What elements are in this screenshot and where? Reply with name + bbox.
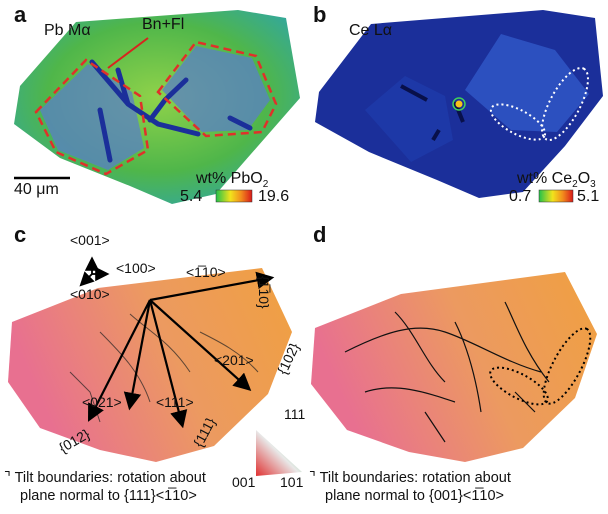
colorbar-title-a: wt% PbO2 — [196, 170, 269, 191]
panel-letter-c: c — [14, 222, 27, 247]
colorbar-b — [538, 189, 574, 203]
colorbar-max-a: 19.6 — [258, 188, 290, 205]
callout-label: Bn+Fl — [142, 16, 185, 33]
panel-a: a Pb Mα Bn+Fl 40 μm wt% PbO2 5.4 19.6 — [0, 0, 305, 220]
caption-c-line1: ⌝ Tilt boundaries: rotation about — [4, 470, 206, 486]
ipf-key-001: 001 — [232, 474, 256, 490]
dashed-outline-left — [34, 58, 150, 176]
element-label-b: Ce Lα — [349, 22, 393, 39]
ipf-key-101: 101 — [280, 474, 304, 490]
ebsd-grain-c — [8, 268, 292, 462]
panel-b-map — [315, 10, 603, 203]
colorbar-min-b: 0.7 — [509, 188, 532, 205]
caption-c-line2: plane normal to {111}<1̅10> — [20, 488, 197, 504]
axis-label-010: <010> — [70, 286, 110, 302]
caption-d-line1: ⌝ Tilt boundaries: rotation about — [309, 470, 511, 486]
dashed-outline-right — [156, 40, 278, 138]
colorbar-min-a: 5.4 — [180, 188, 203, 205]
scale-bar-label: 40 μm — [14, 181, 59, 198]
callout-arrow — [107, 37, 149, 69]
panel-b: b Ce Lα wt% Ce2O3 0.7 5.1 — [305, 0, 608, 220]
ce-rich-region — [465, 34, 589, 132]
hotspot — [455, 100, 463, 108]
direction-arrows — [88, 271, 275, 429]
dir-label-111: <111> — [156, 394, 194, 410]
dotted-ellipse-2 — [541, 66, 589, 142]
dir-label-1m10: <1̅10> — [186, 264, 226, 280]
caption-d-line2: plane normal to {001}<1̅10> — [325, 488, 504, 504]
dotted-ellipse-1 — [489, 103, 547, 141]
axis-label-100: <100> — [116, 260, 156, 276]
panel-letter-b: b — [313, 2, 327, 27]
colorbar-a — [215, 189, 253, 203]
element-label-a: Pb Mα — [44, 22, 91, 39]
plane-label-1m10: {1̅10} — [256, 276, 272, 309]
panel-letter-d: d — [313, 222, 327, 247]
panel-letter-a: a — [14, 2, 27, 27]
hotspot-ring — [452, 97, 466, 111]
domain-right — [162, 46, 270, 132]
panel-c: c <001> <100> <010> <1̅10> {1̅10} <201> … — [0, 222, 305, 514]
dotted-ellipse-d1 — [489, 366, 549, 406]
ce-rich-region-2 — [365, 76, 453, 162]
dir-label-201: <201> — [214, 352, 254, 368]
axis-triad — [79, 256, 110, 287]
colorbar-title-b: wt% Ce2O3 — [517, 170, 596, 191]
panel-a-map — [14, 10, 300, 204]
panel-c-map — [8, 256, 302, 476]
panel-d-map — [311, 272, 597, 462]
ebsd-grain-d — [311, 272, 597, 462]
axis-label-001: <001> — [70, 232, 110, 248]
dotted-ellipse-d2 — [542, 327, 592, 405]
dir-label-021: <021> — [82, 394, 122, 410]
ipf-key-111: 111 — [284, 406, 306, 422]
ipf-key-triangle — [256, 430, 302, 476]
tilt-boundaries-d — [344, 301, 550, 443]
colorbar-max-b: 5.1 — [577, 188, 600, 205]
panel-d: d ⌝ Tilt boundaries: rotation about plan… — [305, 222, 608, 514]
